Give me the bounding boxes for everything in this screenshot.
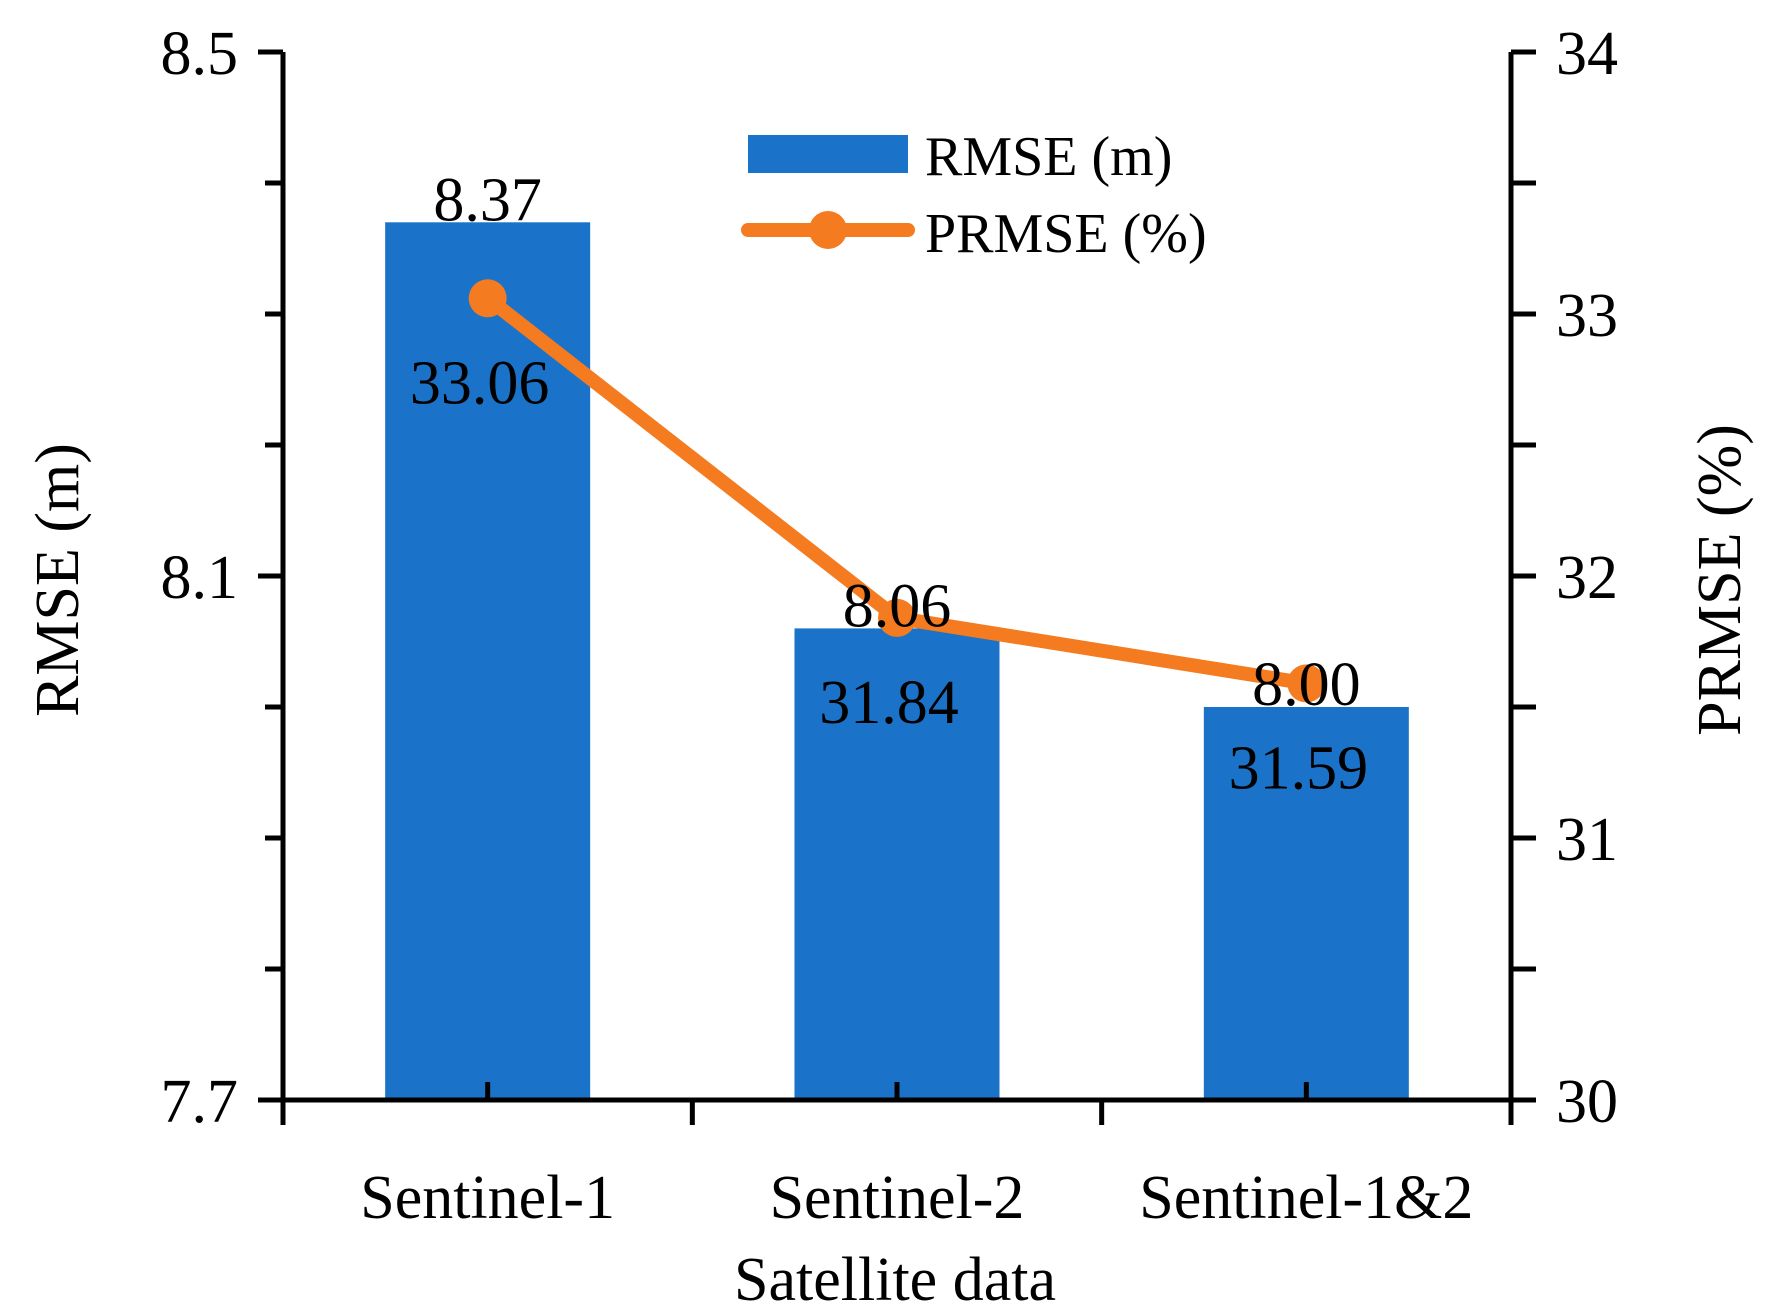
prmse-point-sentinel-1 xyxy=(468,279,507,318)
legend-label-prmse: PRMSE (%) xyxy=(925,203,1207,265)
legend: RMSE (m) PRMSE (%) xyxy=(741,126,1207,265)
legend-bar-swatch xyxy=(748,135,908,173)
prmse-data-label-sentinel-2: 31.84 xyxy=(819,669,959,737)
bar-sentinel-1-2 xyxy=(1203,707,1409,1100)
line-layer xyxy=(468,279,1326,703)
prmse-data-label-sentinel-1-2: 31.59 xyxy=(1229,734,1369,802)
x-tick-label-sentinel-2: Sentinel-2 xyxy=(770,1164,1025,1232)
legend-label-rmse: RMSE (m) xyxy=(925,126,1172,188)
y-left-axis-title: RMSE (m) xyxy=(24,443,92,717)
y-right-tick-label: 31 xyxy=(1556,806,1618,874)
y-right-axis-title: PRMSE (%) xyxy=(1686,424,1754,736)
x-tick-label-sentinel-1: Sentinel-1 xyxy=(360,1164,615,1232)
bars-layer xyxy=(385,222,1409,1101)
x-axis-title: Satellite data xyxy=(734,1246,1056,1313)
prmse-point-sentinel-1-2 xyxy=(1287,664,1326,703)
y-left-tick-label: 8.5 xyxy=(161,20,239,88)
rmse-data-label-sentinel-1-2: 8.00 xyxy=(1252,651,1361,719)
y-left-tick-label: 7.7 xyxy=(161,1068,239,1136)
rmse-data-label-sentinel-1: 8.37 xyxy=(433,166,542,234)
labels-layer: 8.37 8.06 8.00 33.06 31.84 31.59 xyxy=(410,166,1368,802)
y-right-tick-label: 30 xyxy=(1556,1068,1618,1136)
prmse-point-sentinel-2 xyxy=(878,598,916,637)
rmse-data-label-sentinel-2: 8.06 xyxy=(843,572,952,640)
legend-dot-swatch xyxy=(809,211,847,249)
y-left-tick-label: 8.1 xyxy=(161,544,239,612)
bar-sentinel-1 xyxy=(385,222,591,1101)
bar-sentinel-2 xyxy=(794,628,1000,1100)
y-right-tick-label: 34 xyxy=(1556,20,1618,88)
y-right-tick-label: 32 xyxy=(1556,544,1618,612)
x-tick-label-sentinel-1-2: Sentinel-1&2 xyxy=(1139,1164,1473,1232)
prmse-data-label-sentinel-1: 33.06 xyxy=(410,349,550,417)
axes-layer: 7.7 8.1 8.5 30 31 32 33 34 Sentinel-1 Sentinel-2 S… xyxy=(161,20,1619,1232)
y-right-tick-label: 33 xyxy=(1556,282,1618,350)
